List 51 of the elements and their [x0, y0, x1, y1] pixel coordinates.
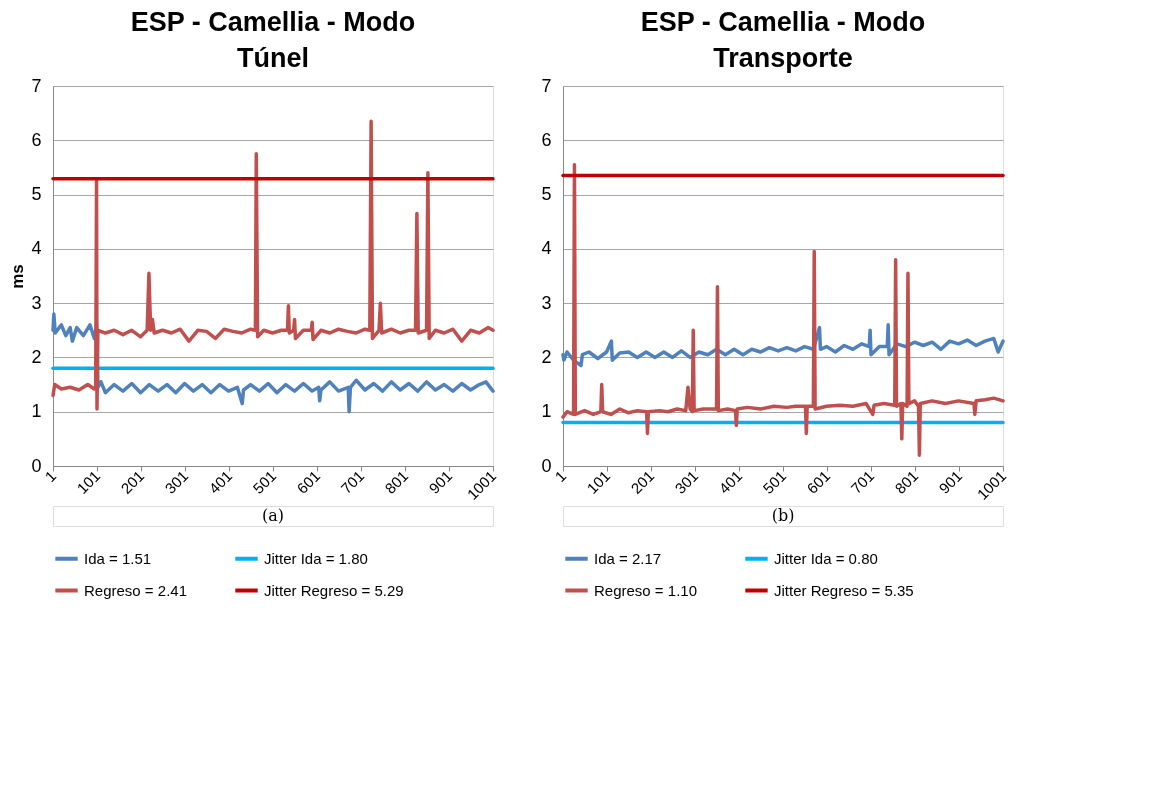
y-tick-label: 0 — [541, 455, 552, 476]
chart-title: ESP - Camellia - Modo Túnel — [130, 7, 416, 73]
x-tick-label: 901 — [425, 467, 456, 497]
y-tick-label: 3 — [541, 292, 552, 313]
line-series — [561, 323, 1005, 368]
legend-label: Jitter Ida = 0.80 — [774, 549, 878, 567]
y-tick-label: 4 — [541, 238, 552, 259]
text: (b) — [771, 506, 795, 525]
x-tick-label: 101 — [583, 467, 614, 497]
y-axis-title: ms — [8, 264, 28, 289]
x-tick-label: 901 — [935, 467, 966, 497]
legend-label: Jitter Regreso = 5.35 — [774, 581, 914, 599]
x-tick-label: 801 — [381, 467, 412, 497]
x-tick-label: 701 — [337, 467, 368, 497]
x-tick-label: 601 — [803, 467, 834, 497]
y-tick-label: 6 — [541, 129, 552, 150]
x-tick-label: 801 — [891, 467, 922, 497]
y-tick-label: 2 — [541, 346, 552, 367]
x-tick-label: 201 — [627, 467, 658, 497]
line-series — [561, 162, 1005, 457]
x-tick-label: 401 — [205, 467, 236, 497]
y-tick-label: 0 — [31, 455, 42, 476]
y-tick-label: 3 — [31, 292, 42, 313]
legend-label: Ida = 2.17 — [594, 549, 662, 567]
text: (a) — [261, 506, 285, 525]
x-tick-label: 201 — [117, 467, 148, 497]
x-tick-label: 101 — [73, 467, 104, 497]
y-tick-label: 5 — [541, 184, 552, 205]
y-tick-label: 7 — [541, 75, 552, 96]
x-tick-label: 701 — [847, 467, 878, 497]
y-tick-label: 5 — [31, 184, 42, 205]
legend-label: Ida = 1.51 — [84, 549, 152, 567]
x-tick-label: 601 — [293, 467, 324, 497]
x-tick-label: 301 — [161, 467, 192, 497]
y-tick-label: 6 — [31, 129, 42, 150]
legend-label: Regreso = 1.10 — [594, 581, 697, 599]
y-tick-label: 2 — [31, 346, 42, 367]
line-series — [51, 312, 495, 414]
legend-label: Jitter Ida = 1.80 — [264, 549, 368, 567]
legend-label: Jitter Regreso = 5.29 — [264, 581, 404, 599]
x-tick-label: 301 — [671, 467, 702, 497]
line-series — [51, 119, 495, 411]
legend-label: Regreso = 2.41 — [84, 581, 187, 599]
x-tick-label: 501 — [759, 467, 790, 497]
x-tick-label: 401 — [715, 467, 746, 497]
y-tick-label: 1 — [541, 401, 552, 422]
y-tick-label: 7 — [31, 75, 42, 96]
y-tick-label: 4 — [31, 238, 42, 259]
x-tick-label: 501 — [249, 467, 280, 497]
chart-title: ESP - Camellia - Modo Transporte — [640, 7, 926, 73]
y-tick-label: 1 — [31, 401, 42, 422]
